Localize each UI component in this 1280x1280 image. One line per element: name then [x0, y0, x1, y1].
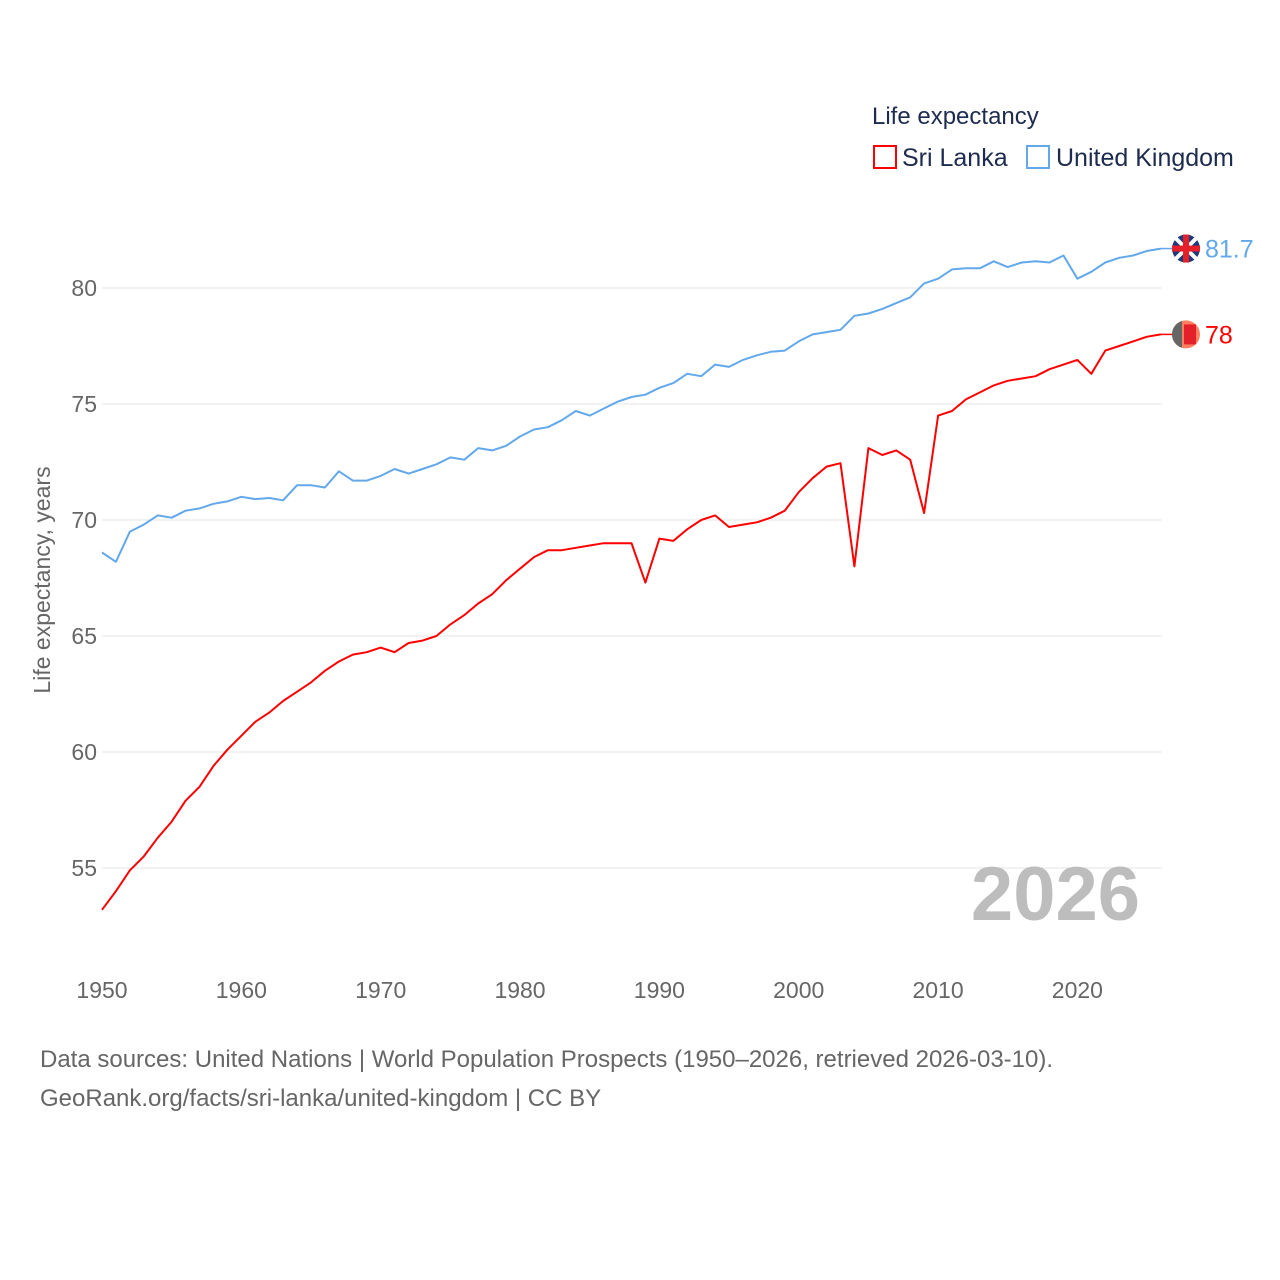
series-lines — [101, 247, 1162, 911]
flag-stripe — [1172, 321, 1182, 348]
end-value-label-united-kingdom: 81.7 — [1205, 236, 1254, 264]
y-tick-label: 75 — [71, 391, 97, 417]
end-value-label-sri-lanka: 78 — [1205, 321, 1233, 349]
flag-sri-lanka-icon — [1172, 320, 1200, 349]
y-tick-label: 65 — [71, 623, 97, 649]
flag-cross — [1183, 234, 1189, 263]
flag-lion-panel — [1184, 324, 1196, 345]
legend-item-sri-lanka[interactable]: Sri Lanka — [873, 144, 1008, 172]
y-tick-label: 55 — [71, 855, 97, 881]
legend-label-sri-lanka: Sri Lanka — [902, 144, 1008, 172]
series-line-united-kingdom — [101, 247, 1162, 563]
legend-swatch-united-kingdom — [1026, 145, 1050, 169]
series-line-sri-lanka — [101, 333, 1162, 911]
y-tick-label: 60 — [71, 739, 97, 765]
x-tick-label: 2020 — [1052, 977, 1103, 1003]
y-tick-label: 70 — [71, 507, 97, 533]
x-tick-label: 2010 — [912, 977, 963, 1003]
grid-lines — [102, 287, 1162, 869]
x-tick-label: 1970 — [355, 977, 406, 1003]
y-axis-ticks: 55 60 65 70 75 80 — [71, 275, 97, 881]
x-tick-label: 1960 — [216, 977, 267, 1003]
x-tick-label: 1990 — [634, 977, 685, 1003]
x-axis-ticks: 1950 1960 1970 1980 1990 2000 2010 2020 — [76, 977, 1103, 1003]
legend-swatch-sri-lanka — [873, 145, 897, 169]
legend: Life expectancy Sri Lanka United Kingdom — [872, 103, 1234, 172]
legend-label-united-kingdom: United Kingdom — [1056, 144, 1234, 172]
legend-title: Life expectancy — [872, 103, 1039, 130]
y-tick-label: 80 — [71, 275, 97, 301]
end-labels: 78 81.7 — [1161, 234, 1254, 349]
flag-united-kingdom-icon — [1172, 234, 1200, 263]
y-axis-label: Life expectancy, years — [29, 466, 55, 693]
x-tick-label: 1980 — [494, 977, 545, 1003]
x-tick-label: 1950 — [76, 977, 127, 1003]
credit-link[interactable]: GeoRank.org/facts/sri-lanka/united-kingd… — [40, 1085, 602, 1112]
legend-item-united-kingdom[interactable]: United Kingdom — [1026, 144, 1234, 172]
data-sources-text: Data sources: United Nations | World Pop… — [40, 1046, 1054, 1073]
year-watermark: 2026 — [971, 852, 1140, 937]
x-tick-label: 2000 — [773, 977, 824, 1003]
